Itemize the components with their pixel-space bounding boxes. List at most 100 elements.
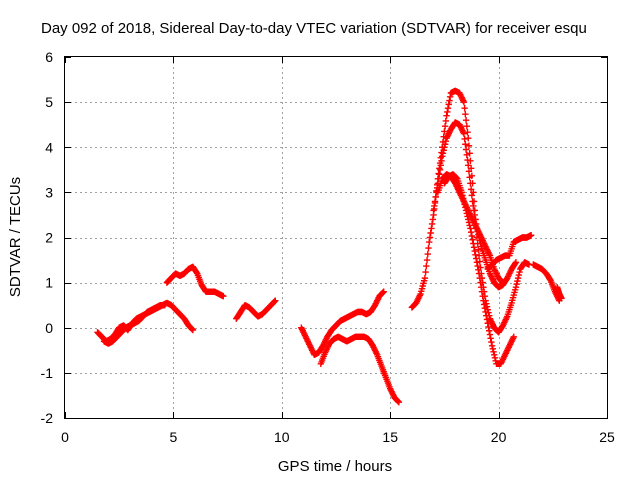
data-point [469,236,476,243]
data-point [476,274,484,282]
series-arc-12 [530,261,563,304]
data-point [439,150,447,157]
data-point [465,168,473,175]
data-point [464,213,471,220]
data-point [465,216,472,223]
data-point [510,333,517,340]
y-tick-label: 4 [45,139,53,155]
data-point [432,193,439,201]
data-point [425,244,432,252]
data-point [445,101,452,108]
data-point [424,250,431,258]
data-point [470,240,477,247]
series-arc-2 [100,301,168,347]
data-point [468,192,476,199]
data-point [444,108,451,116]
data-point [486,331,494,338]
data-point [380,288,387,295]
data-point [465,142,473,149]
data-point [478,288,486,295]
data-point [475,266,482,274]
data-point [443,112,450,119]
y-tick-label: 1 [45,275,53,291]
data-point [421,274,429,282]
data-point [461,201,468,208]
y-tick-label: -1 [41,365,54,381]
data-point [477,279,484,286]
data-point [463,210,471,217]
data-point [438,157,445,164]
data-point [441,122,449,130]
data-point [458,189,465,196]
data-point [161,301,168,309]
data-point [462,116,470,124]
data-point [423,262,430,270]
y-tick-label: 3 [45,184,53,200]
data-point [499,279,507,286]
data-point [439,153,446,160]
data-point [462,207,470,214]
chart-title: Day 092 of 2018, Sidereal Day-to-day VTE… [41,20,587,37]
data-point [474,262,481,270]
data-point [460,198,468,205]
data-point [430,207,437,214]
x-tick-label: 25 [599,429,615,445]
data-point [461,104,468,112]
y-axis-title: SDTVAR / TECUs [7,177,24,297]
data-point [512,283,520,291]
data-point [467,180,474,187]
data-point [461,135,468,143]
series-arc-3 [163,263,227,300]
series-arc-1 [94,299,197,345]
data-point [480,301,488,308]
data-point [446,97,453,104]
series-arc-6 [317,333,403,406]
data-point [487,335,494,342]
series-arc-13 [553,283,565,302]
data-point [472,255,480,262]
data-point [460,98,468,106]
data-point [429,216,437,223]
data-point [470,244,478,251]
y-tick-label: 0 [45,320,53,336]
data-point [467,225,474,232]
data-point [431,198,439,205]
data-point [462,204,469,211]
data-point [478,283,485,291]
data-point [441,141,449,148]
data-point [394,398,402,405]
data-point [514,274,522,282]
data-point [426,238,433,246]
data-point [188,326,196,333]
data-point [462,146,470,153]
data-point [465,219,473,226]
data-point [475,270,483,277]
data-point [490,348,497,356]
x-tick-label: 5 [170,429,178,445]
data-point [513,280,520,288]
data-point [471,247,478,255]
series-arc-5 [298,288,387,359]
data-point [436,165,443,172]
data-point [428,225,435,232]
data-point [463,122,471,130]
data-point [440,147,447,154]
data-point [483,316,491,323]
x-tick-label: 15 [382,429,398,445]
data-point [469,198,476,205]
data-point [459,192,466,199]
data-point [437,162,444,169]
data-point [446,93,454,101]
data-point [442,138,450,145]
series-arc-11 [484,232,535,273]
data-point [527,232,535,239]
data-point [467,186,475,193]
series-arc-8 [430,119,520,291]
y-tick-label: 6 [45,49,53,65]
data-point [466,222,473,229]
data-point [464,156,471,164]
data-point [189,326,197,334]
data-point [465,162,472,169]
data-point [485,323,492,331]
series-arc-4 [233,297,279,322]
